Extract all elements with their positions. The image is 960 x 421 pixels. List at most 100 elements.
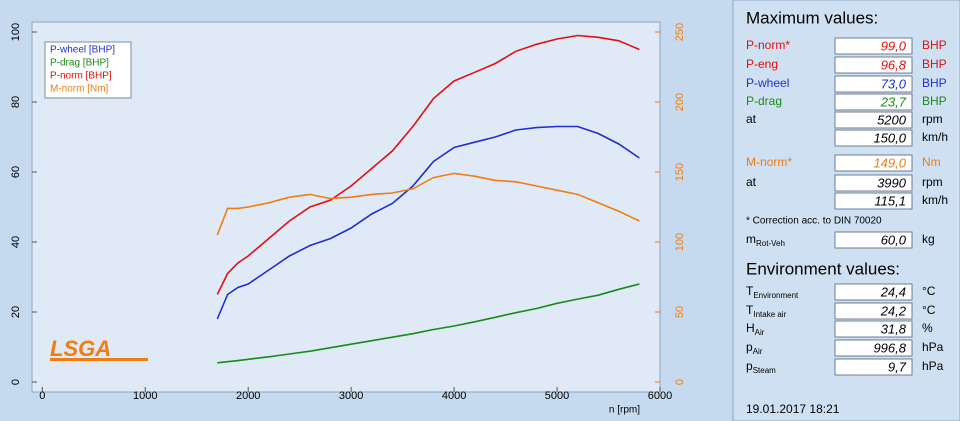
mass-unit: kg bbox=[922, 232, 935, 246]
mass-value: 60,0 bbox=[881, 232, 907, 247]
env-row-label-main: H bbox=[746, 321, 755, 335]
max-row-label: P-wheel bbox=[746, 76, 789, 90]
max-row-box bbox=[834, 93, 913, 111]
env-row-label-sub: Air bbox=[755, 328, 765, 337]
logo-underline bbox=[50, 358, 148, 361]
max-row-unit: BHP bbox=[922, 57, 947, 71]
env-row-unit: °C bbox=[922, 303, 936, 317]
env-row-label-sub: Environment bbox=[753, 291, 799, 300]
env-row-unit: °C bbox=[922, 284, 936, 298]
max-row-unit: km/h bbox=[922, 193, 948, 207]
y-tick-label: 100 bbox=[10, 23, 22, 41]
x-axis-label: n [rpm] bbox=[609, 405, 640, 416]
legend-entry: P-norm [BHP] bbox=[50, 71, 112, 82]
env-row-unit: hPa bbox=[922, 359, 944, 373]
env-row-label: pSteam bbox=[746, 359, 776, 375]
legend-entry: P-wheel [BHP] bbox=[50, 45, 115, 56]
max-row-value: 99,0 bbox=[881, 38, 907, 53]
max-row-unit: BHP bbox=[922, 76, 947, 90]
x-tick-label: 4000 bbox=[442, 390, 466, 402]
max-row-value: 115,1 bbox=[874, 193, 906, 208]
y2-tick-label: 0 bbox=[674, 379, 686, 385]
max-row-unit: BHP bbox=[922, 94, 947, 108]
max-row-box bbox=[834, 129, 913, 147]
env-row-label: HAir bbox=[746, 321, 765, 337]
max-row-value: 23,7 bbox=[880, 94, 907, 109]
env-title: Environment values: bbox=[746, 259, 900, 278]
env-row-unit: % bbox=[922, 321, 933, 335]
series-line bbox=[216, 125, 640, 320]
max-row-label-main: P-drag bbox=[746, 94, 782, 108]
env-row-value: 24,2 bbox=[880, 303, 907, 318]
x-tick-label: 5000 bbox=[545, 390, 569, 402]
series-line bbox=[216, 172, 640, 236]
max-row-label: at bbox=[746, 112, 757, 126]
max-row-unit: rpm bbox=[922, 112, 943, 126]
x-tick-label: 2000 bbox=[236, 390, 260, 402]
x-tick-label: 1000 bbox=[133, 390, 157, 402]
max-row-box bbox=[834, 37, 913, 55]
series-line bbox=[216, 34, 640, 295]
x-tick-label: 3000 bbox=[339, 390, 363, 402]
max-row-label-main: P-wheel bbox=[746, 76, 789, 90]
env-row-value: 996,8 bbox=[873, 340, 906, 355]
max-row-label-main: M-norm* bbox=[746, 155, 792, 169]
env-row-value: 9,7 bbox=[888, 359, 907, 374]
max-row-label: P-norm* bbox=[746, 38, 790, 52]
y2-tick-label: 100 bbox=[674, 233, 686, 251]
env-row-box bbox=[834, 283, 913, 301]
env-row-label-sub: Steam bbox=[753, 366, 776, 375]
y-tick-label: 20 bbox=[10, 306, 22, 318]
max-row-box bbox=[834, 192, 913, 210]
env-row-unit: hPa bbox=[922, 340, 944, 354]
y2-tick-label: 150 bbox=[674, 163, 686, 181]
max-row-label-main: P-norm* bbox=[746, 38, 790, 52]
legend-box bbox=[44, 41, 132, 99]
max-row-unit: rpm bbox=[922, 175, 943, 189]
env-row-label: TEnvironment bbox=[746, 284, 799, 300]
max-row-label-main: at bbox=[746, 175, 757, 189]
max-row-value: 96,8 bbox=[881, 57, 907, 72]
legend-entry: M-norm [Nm] bbox=[50, 84, 109, 95]
y-tick-label: 80 bbox=[10, 96, 22, 108]
env-row-label-sub: Air bbox=[753, 347, 763, 356]
max-row-box bbox=[834, 174, 913, 192]
y-tick-label: 40 bbox=[10, 236, 22, 248]
env-row-label-main: p bbox=[746, 340, 753, 354]
env-row-box bbox=[834, 302, 913, 320]
max-row-label: M-norm* bbox=[746, 155, 792, 169]
max-row-label: at bbox=[746, 175, 757, 189]
mass-label-sub: Rot-Veh bbox=[756, 239, 785, 248]
logo: LSGA bbox=[50, 336, 111, 361]
mass-box bbox=[834, 231, 913, 249]
max-row-unit: km/h bbox=[922, 130, 948, 144]
timestamp: 19.01.2017 18:21 bbox=[746, 402, 840, 416]
max-row-value: 150,0 bbox=[873, 130, 906, 145]
series-line bbox=[217, 283, 640, 364]
max-row-label: P-eng bbox=[746, 57, 778, 71]
max-row-label: P-drag bbox=[746, 94, 782, 108]
max-row-value: 149,0 bbox=[873, 155, 906, 170]
y2-tick-label: 50 bbox=[674, 306, 686, 318]
y-tick-label: 60 bbox=[10, 166, 22, 178]
max-row-value: 73,0 bbox=[881, 76, 907, 91]
mass-label-main: m bbox=[746, 232, 756, 246]
max-row-label-main: at bbox=[746, 112, 757, 126]
y2-tick-label: 250 bbox=[674, 23, 686, 41]
y2-tick-label: 200 bbox=[674, 93, 686, 111]
env-row-label-main: p bbox=[746, 359, 753, 373]
env-row-value: 24,4 bbox=[880, 284, 906, 299]
max-row-box bbox=[834, 75, 913, 93]
plot-area bbox=[31, 21, 661, 393]
env-row-label: TIntake air bbox=[746, 303, 787, 319]
y-tick-label: 0 bbox=[10, 379, 22, 385]
env-row-box bbox=[834, 339, 913, 357]
max-row-unit: BHP bbox=[922, 38, 947, 52]
max-row-unit: Nm bbox=[922, 155, 941, 169]
x-tick-label: 6000 bbox=[648, 390, 672, 402]
env-row-box bbox=[834, 320, 913, 338]
mass-label: mRot-Veh bbox=[746, 232, 785, 248]
max-title: Maximum values: bbox=[746, 8, 878, 27]
